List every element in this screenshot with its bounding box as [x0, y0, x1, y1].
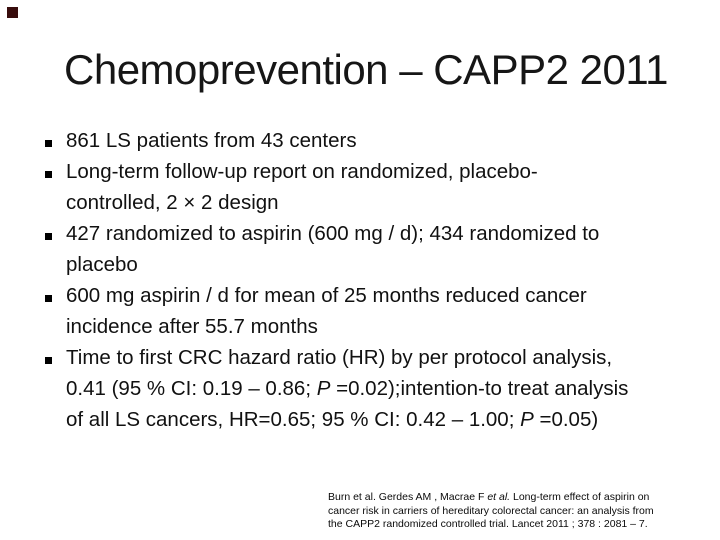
- bullet-text-line: placebo: [66, 249, 628, 280]
- text-segment: Long-term effect of aspirin on: [510, 491, 650, 503]
- bullet-item: 427 randomized to aspirin (600 mg / d); …: [44, 218, 628, 280]
- bullet-text-line: 861 LS patients from 43 centers: [66, 125, 628, 156]
- square-bullet-icon: [45, 171, 52, 178]
- text-segment: =0.02);intention-to treat analysis: [330, 377, 629, 400]
- text-segment: the CAPP2 randomized controlled trial. L…: [328, 518, 648, 530]
- bullet-text-line: Long-term follow-up report on randomized…: [66, 156, 628, 187]
- square-bullet-icon: [45, 140, 52, 147]
- citation-line: cancer risk in carriers of hereditary co…: [328, 505, 654, 519]
- citation-line: the CAPP2 randomized controlled trial. L…: [328, 518, 654, 532]
- text-segment: controlled, 2 × 2 design: [66, 191, 279, 214]
- text-segment: incidence after 55.7 months: [66, 315, 318, 338]
- text-segment: P: [520, 408, 534, 431]
- text-segment: 600 mg aspirin / d for mean of 25 months…: [66, 284, 587, 307]
- square-bullet-icon: [45, 357, 52, 364]
- text-segment: P: [316, 377, 331, 400]
- text-segment: =0.05): [533, 408, 599, 431]
- bullet-item: Long-term follow-up report on randomized…: [44, 156, 628, 218]
- bullet-text-line: 600 mg aspirin / d for mean of 25 months…: [66, 280, 628, 311]
- corner-mark-icon: [7, 7, 18, 18]
- text-segment: et al.: [487, 491, 511, 503]
- text-segment: 427 randomized to aspirin (600 mg / d); …: [66, 222, 600, 245]
- bullet-text-line: of all LS cancers, HR=0.65; 95 % CI: 0.4…: [66, 404, 628, 435]
- bullet-text-line: 0.41 (95 % CI: 0.19 – 0.86; P =0.02);int…: [66, 373, 628, 404]
- square-bullet-icon: [45, 295, 52, 302]
- bullet-item: 600 mg aspirin / d for mean of 25 months…: [44, 280, 628, 342]
- text-segment: placebo: [66, 253, 138, 276]
- bullet-item: 861 LS patients from 43 centers: [44, 125, 628, 156]
- bullet-list: 861 LS patients from 43 centers Long-term…: [44, 125, 628, 435]
- bullet-text-line: 427 randomized to aspirin (600 mg / d); …: [66, 218, 628, 249]
- slide-title: Chemoprevention – CAPP2 2011: [64, 46, 668, 93]
- text-segment: of all LS cancers, HR=0.65; 95 % CI: 0.4…: [66, 408, 521, 431]
- text-segment: Long-term follow-up report on randomized…: [66, 160, 538, 183]
- square-bullet-icon: [45, 233, 52, 240]
- text-segment: 0.41 (95 % CI: 0.19 – 0.86;: [66, 377, 317, 400]
- citation: Burn et al. Gerdes AM , Macrae F et al. …: [328, 491, 654, 532]
- text-segment: 861 LS patients from 43 centers: [66, 129, 357, 152]
- bullet-item: Time to first CRC hazard ratio (HR) by p…: [44, 342, 628, 435]
- citation-line: Burn et al. Gerdes AM , Macrae F et al. …: [328, 491, 654, 505]
- bullet-text-line: controlled, 2 × 2 design: [66, 187, 628, 218]
- bullet-text-line: Time to first CRC hazard ratio (HR) by p…: [66, 342, 628, 373]
- text-segment: Burn et al. Gerdes AM , Macrae F: [328, 491, 488, 503]
- bullet-text-line: incidence after 55.7 months: [66, 311, 628, 342]
- text-segment: Time to first CRC hazard ratio (HR) by p…: [66, 346, 613, 369]
- text-segment: cancer risk in carriers of hereditary co…: [328, 504, 654, 517]
